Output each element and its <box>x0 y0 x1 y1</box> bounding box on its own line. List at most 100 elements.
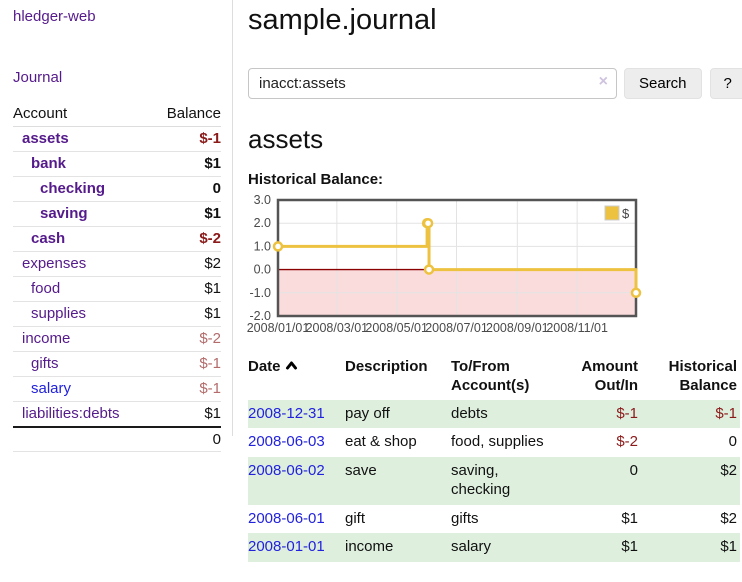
y-tick-label: 2.0 <box>254 216 271 230</box>
x-tick-label: 2008/11/01 <box>546 321 608 335</box>
register-row: 2008-01-01 income salary $1 $1 <box>248 533 740 562</box>
register-header-amount[interactable]: Amount Out/In <box>581 358 638 394</box>
transaction-description: save <box>345 461 377 479</box>
y-tick-label: 3.0 <box>254 193 271 207</box>
transaction-date-link[interactable]: 2008-01-01 <box>248 538 325 555</box>
transaction-date-link[interactable]: 2008-06-01 <box>248 509 325 527</box>
transaction-balance: $2 <box>720 509 737 527</box>
account-heading: assets <box>248 124 324 154</box>
chart-title: Historical Balance: <box>248 171 384 188</box>
account-row: cash $-2 <box>13 226 221 252</box>
account-balance: 0 <box>150 176 221 202</box>
sidebar-nav: Journal <box>13 69 221 87</box>
account-link[interactable]: gifts <box>31 355 59 372</box>
account-row: food $1 <box>13 276 221 302</box>
account-link[interactable]: income <box>22 330 71 347</box>
nav-journal-link[interactable]: Journal <box>13 69 63 86</box>
account-balance: $-1 <box>150 376 221 402</box>
register-header-description[interactable]: Description <box>345 358 428 375</box>
transaction-description: eat & shop <box>345 433 417 450</box>
account-row: checking 0 <box>13 176 221 202</box>
account-balance: $-2 <box>150 226 221 252</box>
account-balance: $1 <box>150 301 221 327</box>
account-balance: $-1 <box>150 351 221 377</box>
transaction-date-link[interactable]: 2008-06-03 <box>248 433 325 450</box>
transaction-accounts: food, supplies <box>451 433 544 450</box>
transaction-amount: $1 <box>621 538 638 555</box>
accounts-total-spacer <box>13 426 151 452</box>
account-link[interactable]: cash <box>31 230 66 247</box>
data-point-marker <box>423 264 435 275</box>
transaction-accounts: gifts <box>451 509 479 527</box>
data-point-marker <box>422 217 434 229</box>
x-tick-label: 2008/01/01 <box>247 321 310 335</box>
transaction-balance: $2 <box>720 461 737 479</box>
transaction-accounts: debts <box>451 404 488 422</box>
account-link[interactable]: checking <box>40 180 106 197</box>
account-link[interactable]: supplies <box>31 305 87 322</box>
account-row: bank $1 <box>13 151 221 177</box>
account-balance: $1 <box>150 201 221 227</box>
register-header-date[interactable]: Date <box>248 355 345 400</box>
x-tick-label: 2008/05/01 <box>365 321 428 335</box>
app-brand: hledger-web <box>13 8 221 26</box>
data-point-marker <box>630 287 642 299</box>
sort-ascending-icon <box>285 358 298 377</box>
account-row: gifts $-1 <box>13 351 221 377</box>
register-row: 2008-06-03 eat & shop food, supplies $-2 0 <box>248 428 740 457</box>
register-header-accounts[interactable]: To/From Account(s) <box>451 358 530 394</box>
transaction-amount: 0 <box>629 461 638 479</box>
accounts-total-value: 0 <box>150 426 221 452</box>
search-input[interactable] <box>248 68 617 99</box>
transaction-balance: $1 <box>720 538 737 555</box>
historical-balance-chart[interactable]: $3.0 2.0 1.0 0.0 -1.0 -2.0 2008/01/01 2008/03/0… <box>247 193 742 345</box>
transaction-balance: 0 <box>728 433 737 450</box>
help-button[interactable]: ? <box>709 68 742 99</box>
register-row: 2008-12-31 pay off debts $-1 $-1 <box>248 399 740 428</box>
register-header-balance[interactable]: Historical Balance <box>668 358 737 394</box>
account-balance: $2 <box>150 251 221 277</box>
account-row: expenses $2 <box>13 251 221 277</box>
account-row: assets $-1 <box>13 126 221 152</box>
legend-swatch <box>604 205 620 221</box>
accounts-header-account: Account <box>13 102 151 127</box>
account-link[interactable]: liabilities:debts <box>22 405 120 422</box>
account-row: liabilities:debts $1 <box>13 402 221 428</box>
transaction-amount: $1 <box>621 509 638 527</box>
transaction-description: gift <box>345 509 366 527</box>
transaction-description: income <box>345 538 394 555</box>
accounts-total-row: 0 <box>13 426 221 452</box>
x-tick-label: 2008/07/01 <box>425 321 488 335</box>
y-tick-label: 1.0 <box>254 239 271 253</box>
accounts-header-balance: Balance <box>150 102 221 127</box>
search-box: × <box>248 68 617 99</box>
transaction-date-link[interactable]: 2008-06-02 <box>248 461 325 479</box>
register-row: 2008-06-01 gift gifts $1 $2 <box>248 505 740 534</box>
account-link[interactable]: assets <box>22 130 69 147</box>
x-tick-label: 2008/03/01 <box>306 321 369 335</box>
transaction-amount: $-2 <box>616 433 638 450</box>
transaction-accounts: salary <box>451 538 492 555</box>
transaction-description: pay off <box>345 404 390 422</box>
brand-link[interactable]: hledger-web <box>13 8 96 25</box>
search-button[interactable]: Search <box>624 68 702 99</box>
accounts-table: Account Balance assets $-1 bank $1 checking 0… <box>13 102 221 452</box>
account-balance: $1 <box>150 276 221 302</box>
account-link[interactable]: expenses <box>22 255 87 272</box>
account-link[interactable]: bank <box>31 155 67 172</box>
account-link[interactable]: food <box>31 280 61 297</box>
account-balance: $-1 <box>150 126 221 152</box>
account-link[interactable]: salary <box>31 380 72 397</box>
clear-search-icon[interactable]: × <box>598 73 608 90</box>
x-tick-label: 2008/09/01 <box>486 321 549 335</box>
page-title: sample.journal <box>248 4 437 36</box>
chart-svg: $3.0 2.0 1.0 0.0 -1.0 -2.02008/01/012008/03/0… <box>247 193 642 335</box>
account-link[interactable]: saving <box>40 205 88 222</box>
account-row: salary $-1 <box>13 376 221 402</box>
register-row: 2008-06-02 save saving, checking 0 $2 <box>248 456 740 505</box>
transaction-date-link[interactable]: 2008-12-31 <box>248 404 325 422</box>
app: hledger-web Journal Account Balance asse… <box>0 0 742 562</box>
account-row: supplies $1 <box>13 301 221 327</box>
register-header-date-label: Date <box>248 358 281 375</box>
sidebar: hledger-web Journal Account Balance asse… <box>0 0 233 452</box>
